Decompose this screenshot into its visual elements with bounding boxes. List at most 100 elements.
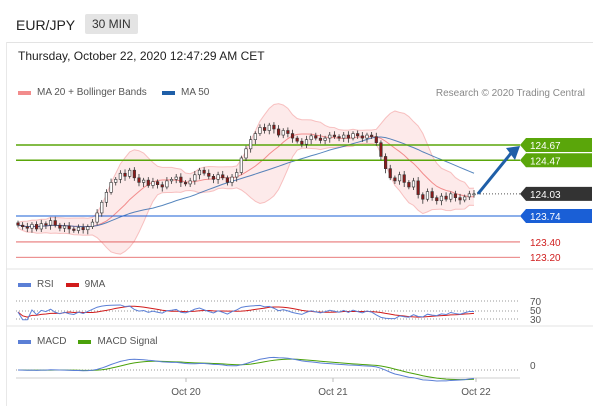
x-tick-label-oct20: Oct 20 [171, 387, 201, 398]
candle [318, 134, 323, 144]
candle [179, 173, 183, 187]
candle [211, 174, 216, 184]
candle [463, 194, 467, 203]
candle [393, 175, 397, 184]
candle [374, 132, 378, 146]
candle [411, 177, 416, 191]
candle [342, 132, 346, 142]
arrow-shaft [476, 151, 514, 195]
candle [235, 168, 239, 182]
currency-pair-title: EUR/JPY [16, 17, 76, 33]
price-tag-text: 123.40 [530, 238, 561, 249]
rsi-level-50: 50 [530, 306, 542, 317]
candle [44, 221, 48, 229]
candle [76, 224, 81, 234]
candle [156, 179, 160, 189]
candle [253, 131, 257, 145]
price-tag-text: 123.20 [530, 253, 561, 264]
ma50-swatch [162, 90, 175, 95]
candle [425, 188, 430, 202]
rsi-panel: 70 50 30 [16, 297, 542, 326]
candle [183, 180, 188, 187]
candle [337, 134, 341, 142]
candle [202, 167, 206, 176]
price-tag-text: 124.47 [530, 156, 561, 167]
candle [95, 209, 99, 226]
arrow-head [506, 146, 520, 160]
timeframe-badge[interactable]: 30 MIN [85, 14, 138, 34]
price-levels [16, 144, 520, 258]
candle [370, 132, 374, 139]
price-tag-text: 124.67 [530, 141, 561, 152]
candle [300, 138, 304, 148]
rsi-line [17, 304, 474, 321]
candle [388, 164, 392, 181]
candle [174, 174, 178, 184]
candle [90, 219, 95, 229]
candle [188, 177, 192, 187]
candle [30, 222, 34, 233]
candle [62, 222, 67, 233]
candle [128, 167, 132, 179]
candle [58, 222, 62, 232]
candle [444, 192, 448, 202]
candle [151, 177, 155, 189]
candle [421, 192, 425, 204]
macd-swatch [18, 339, 31, 344]
candle [123, 169, 127, 181]
candle [407, 180, 411, 190]
candle [472, 190, 476, 198]
candle [449, 191, 453, 203]
candle [263, 123, 267, 134]
candle [81, 223, 85, 234]
candle [221, 170, 225, 181]
candle [39, 219, 43, 233]
candle [169, 177, 174, 184]
candle [258, 124, 262, 136]
candle [48, 217, 53, 230]
bollinger-swatch [18, 90, 31, 95]
bollinger-label: MA 20 + Bollinger Bands [37, 87, 147, 98]
bollinger-lower [17, 142, 475, 255]
rsi-ma-swatch [65, 282, 79, 287]
candle [35, 221, 39, 232]
candle [435, 195, 439, 205]
macd-zero-label: 0 [530, 361, 536, 372]
chart-header: EUR/JPY 30 MIN [6, 8, 593, 43]
candle [328, 132, 332, 143]
candle [309, 133, 313, 145]
candle [267, 122, 271, 135]
candle [216, 171, 220, 184]
candle [104, 189, 108, 207]
candle [276, 125, 281, 138]
macd-label: MACD [37, 336, 67, 347]
price-tags: 124.67 124.47 124.03 123.74 123.40 123.20 [520, 138, 592, 264]
price-tag-123-20: 123.20 [530, 253, 561, 264]
macd-signal-swatch [78, 339, 92, 344]
macd-panel: 0 [16, 356, 536, 382]
candle [165, 177, 169, 190]
candle [197, 167, 202, 180]
candle [225, 175, 229, 186]
candle [379, 140, 383, 161]
candle [384, 153, 388, 174]
candle [100, 199, 104, 217]
candle [346, 131, 350, 143]
chart-datetime: Thursday, October 22, 2020 12:47:29 AM C… [18, 49, 265, 63]
candle [137, 174, 141, 187]
candle [146, 177, 150, 188]
candle [109, 178, 113, 195]
candle [439, 193, 444, 206]
legend-macd: MACD MACD Signal [18, 336, 157, 347]
price-tag-124-67: 124.67 [520, 138, 592, 152]
candle [230, 174, 234, 187]
candle [304, 135, 309, 149]
candle [249, 135, 253, 153]
candle [323, 135, 327, 145]
legend-bollinger: MA 20 + Bollinger Bands [18, 87, 147, 98]
price-tag-text: 123.74 [530, 212, 561, 223]
rsi-label: RSI [37, 279, 54, 290]
candle [314, 132, 318, 141]
forecast-arrow [476, 146, 520, 195]
